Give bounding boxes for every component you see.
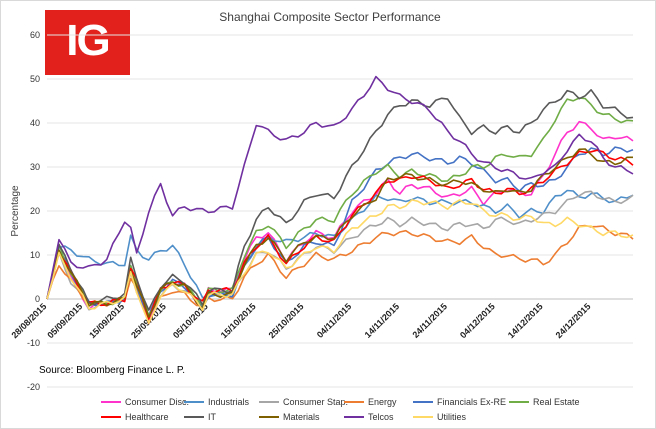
x-tick-label: 28/08/2015 xyxy=(9,301,48,340)
y-axis-label: Percentage xyxy=(10,185,21,237)
series-lines xyxy=(46,75,634,325)
x-tick-label: 24/11/2015 xyxy=(410,301,449,340)
legend-label: Materials xyxy=(283,412,320,422)
legend-label: Telcos xyxy=(368,412,394,422)
x-tick-label: 14/12/2015 xyxy=(506,301,545,340)
y-tick-label: 20 xyxy=(30,206,40,216)
legend-label: Financials Ex-RE xyxy=(437,397,506,407)
series-line xyxy=(46,89,634,311)
y-tick-label: 0 xyxy=(35,294,40,304)
series-line xyxy=(46,199,634,324)
legend-label: Healthcare xyxy=(125,412,169,422)
series-line xyxy=(46,75,634,300)
ig-logo: IG xyxy=(45,10,130,75)
x-tick-label: 15/09/2015 xyxy=(87,301,126,340)
y-tick-label: 30 xyxy=(30,162,40,172)
y-tick-label: -20 xyxy=(27,382,40,392)
legend-label: Consumer Stap. xyxy=(283,397,348,407)
x-tick-label: 14/11/2015 xyxy=(363,301,402,340)
legend-label: IT xyxy=(208,412,217,422)
x-tick-label: 05/09/2015 xyxy=(45,301,84,340)
x-tick-label: 04/11/2015 xyxy=(315,301,354,340)
y-tick-label: 50 xyxy=(30,74,40,84)
x-tick-label: 24/12/2015 xyxy=(554,301,593,340)
series-line xyxy=(46,224,634,325)
chart-title: Shanghai Composite Sector Performance xyxy=(219,10,441,24)
ig-logo-text: IG xyxy=(66,16,110,65)
source-note: Source: Bloomberg Finance L. P. xyxy=(39,365,185,376)
legend-label: Industrials xyxy=(208,397,250,407)
y-tick-label: -10 xyxy=(27,338,40,348)
legend-label: Utilities xyxy=(437,412,467,422)
x-tick-label: 25/10/2015 xyxy=(267,301,306,340)
legend-label: Consumer Disc. xyxy=(125,397,189,407)
y-tick-label: 60 xyxy=(30,30,40,40)
series-line xyxy=(46,148,633,318)
y-tick-label: 10 xyxy=(30,250,40,260)
legend-label: Energy xyxy=(368,397,397,407)
legend: Consumer Disc. Industrials Consumer Stap. E… xyxy=(101,397,580,422)
legend-label: Real Estate xyxy=(533,397,580,407)
y-axis-ticks: -20 -10 0 10 20 30 40 50 60 xyxy=(27,30,40,392)
y-tick-label: 40 xyxy=(30,118,40,128)
x-tick-label: 15/10/2015 xyxy=(219,301,258,340)
x-tick-label: 04/12/2015 xyxy=(458,301,497,340)
